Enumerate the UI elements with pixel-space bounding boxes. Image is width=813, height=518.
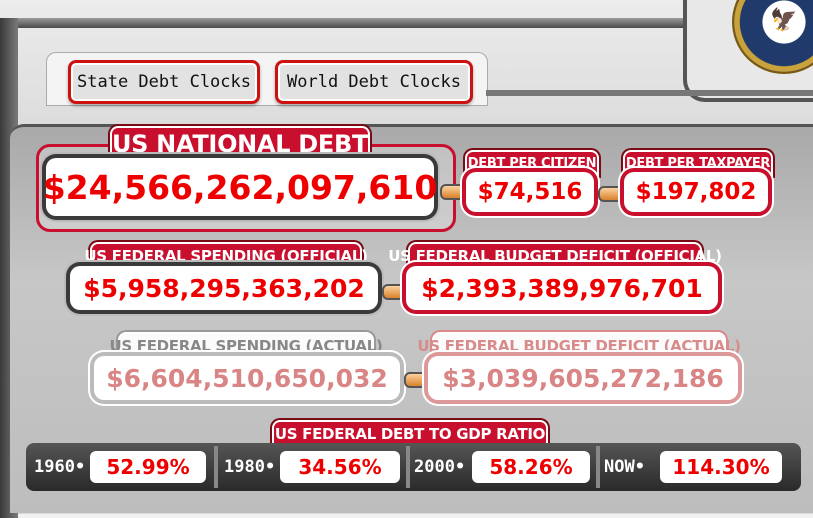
debt-per-citizen-value: $74,516: [466, 172, 594, 212]
gdp-year-now: NOW•: [604, 457, 645, 477]
national-debt-value: $24,566,262,097,610: [43, 158, 437, 216]
gdp-year-2000: 2000•: [414, 457, 466, 477]
gdp-ratio-now: 114.30%: [660, 451, 782, 483]
chain-link-icon: [598, 186, 624, 202]
state-debt-clocks-button[interactable]: State Debt Clocks: [68, 60, 260, 104]
divider: [596, 446, 600, 488]
debt-per-taxpayer-label: DEBT PER TAXPAYER: [623, 150, 773, 176]
budget-deficit-actual-value: $3,039,605,272,186: [428, 356, 738, 400]
frame-band: [0, 18, 700, 28]
national-debt-label: US NATIONAL DEBT: [110, 126, 370, 162]
rail: [486, 90, 813, 96]
debt-per-taxpayer-value: $197,802: [624, 172, 768, 212]
gdp-year-1980: 1980•: [224, 457, 276, 477]
gdp-ratio-2000: 58.26%: [472, 451, 590, 483]
federal-spending-actual-value: $6,604,510,650,032: [94, 356, 400, 400]
federal-spending-official-label: US FEDERAL SPENDING (OFFICIAL): [84, 242, 368, 270]
divider: [406, 446, 410, 488]
federal-spending-official-value: $5,958,295,363,202: [70, 266, 378, 310]
gdp-year-1960: 1960•: [34, 457, 86, 477]
debt-per-citizen-label: DEBT PER CITIZEN: [465, 150, 599, 176]
eagle-icon: 🦅: [770, 8, 798, 33]
gdp-ratio-1980: 34.56%: [280, 451, 400, 483]
world-debt-clocks-button[interactable]: World Debt Clocks: [275, 60, 473, 104]
chain-link-icon: [382, 284, 408, 300]
divider: [214, 446, 218, 488]
chain-link-icon: [404, 372, 430, 388]
budget-deficit-official-value: $2,393,389,976,701: [406, 266, 718, 310]
budget-deficit-actual-label: US FEDERAL BUDGET DEFICIT (ACTUAL): [417, 332, 741, 360]
gdp-ratio-1960: 52.99%: [90, 451, 206, 483]
chain-link-icon: [440, 184, 466, 200]
